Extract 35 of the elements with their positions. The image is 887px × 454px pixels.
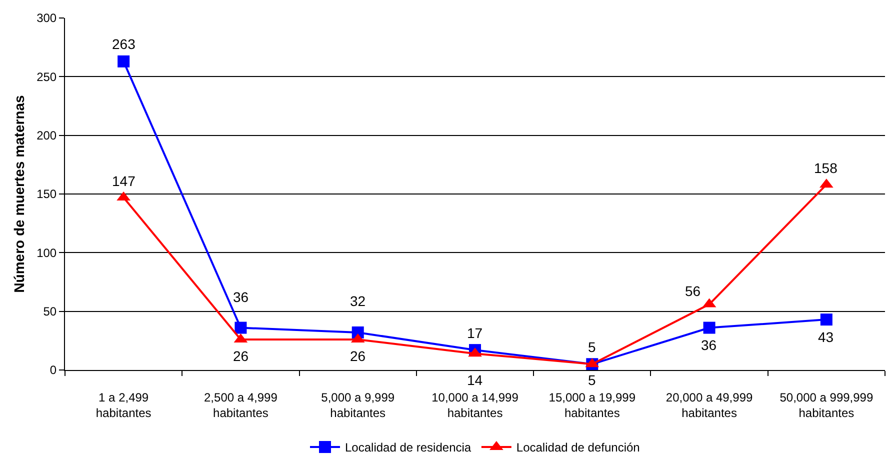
data-label: 147 — [112, 173, 136, 189]
data-label: 56 — [685, 283, 701, 299]
x-tick-label: 5,000 a 9,999 habitantes — [321, 390, 395, 420]
data-label: 14 — [467, 372, 483, 388]
data-label: 5 — [588, 339, 596, 355]
data-label: 5 — [588, 372, 596, 388]
x-tick-label: 1 a 2,499 habitantes — [96, 390, 152, 420]
y-tick-label: 0 — [50, 363, 57, 378]
legend-label: Localidad de defunción — [516, 440, 640, 454]
data-label: 32 — [350, 293, 366, 309]
point — [820, 314, 832, 326]
y-tick-label: 250 — [36, 70, 57, 84]
x-tick-label: 10,000 a 14,999 habitantes — [432, 390, 519, 420]
x-tick-label: 20,000 a 49,999 habitantes — [666, 390, 753, 420]
data-label: 43 — [818, 329, 834, 345]
x-tick-label: 2,500 a 4,999 habitantes — [204, 390, 278, 420]
x-tick-label: 50,000 a 999,999 habitantes — [780, 390, 874, 420]
data-label: 26 — [350, 348, 366, 364]
x-tick-label: 15,000 a 19,999 habitantes — [548, 390, 636, 420]
point — [234, 322, 247, 334]
data-label: 263 — [112, 36, 136, 52]
y-tick-label: 100 — [36, 246, 57, 260]
legend-label: Localidad de residencia — [345, 440, 472, 454]
data-label: 26 — [233, 348, 249, 364]
data-label: 36 — [701, 337, 717, 353]
y-axis-title: Número de muertes maternas — [11, 94, 28, 293]
data-label: 158 — [814, 160, 838, 176]
y-tick-label: 150 — [36, 187, 57, 202]
y-tick-label: 50 — [43, 304, 57, 319]
y-tick-label: 300 — [36, 11, 57, 26]
data-label: 17 — [467, 325, 483, 341]
point — [118, 55, 130, 68]
data-label: 36 — [233, 289, 249, 305]
point — [703, 322, 716, 334]
y-tick-label: 200 — [36, 128, 57, 143]
